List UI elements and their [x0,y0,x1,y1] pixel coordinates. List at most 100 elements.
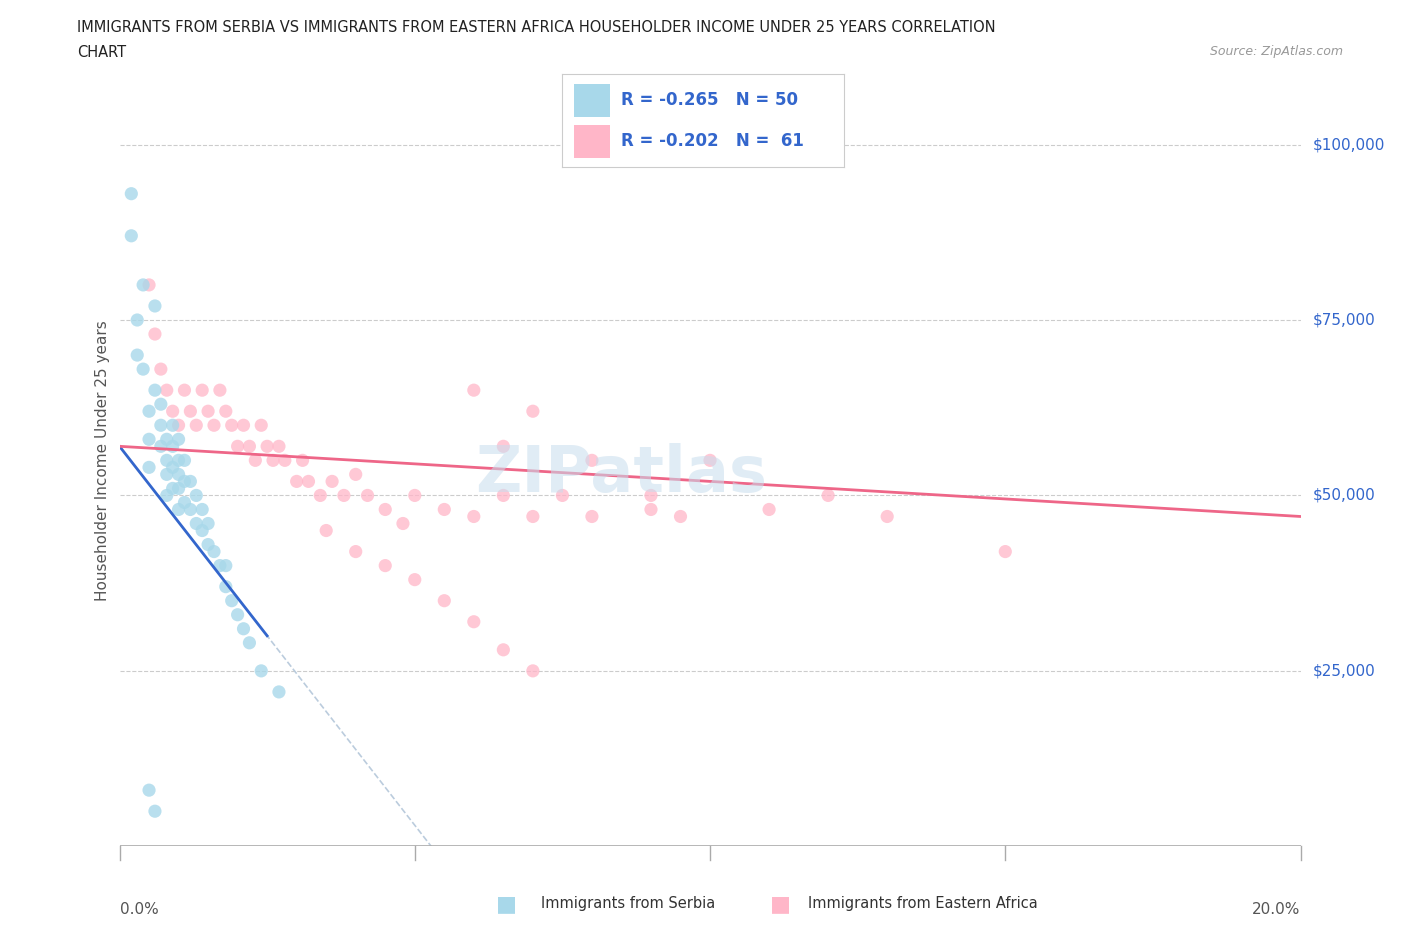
Text: CHART: CHART [77,45,127,60]
Point [581,453,603,468]
Point [492,439,515,454]
Text: Immigrants from Serbia: Immigrants from Serbia [541,897,716,911]
Point [994,544,1017,559]
Point [758,502,780,517]
Point [143,326,166,341]
Point [162,481,184,496]
Point [202,544,225,559]
Point [433,593,456,608]
Point [197,516,219,531]
Point [274,453,297,468]
Text: 0.0%: 0.0% [120,902,159,917]
Point [197,404,219,418]
Text: R = -0.265   N = 50: R = -0.265 N = 50 [621,91,799,110]
Point [392,516,415,531]
Point [202,418,225,432]
Bar [574,125,610,158]
Point [167,481,190,496]
Point [321,474,343,489]
Point [522,663,544,678]
Point [309,488,332,503]
Point [208,558,231,573]
Point [149,418,172,432]
Point [315,523,337,538]
Point [404,488,426,503]
Point [551,488,574,503]
Point [138,277,160,292]
Point [173,453,195,468]
Point [492,643,515,658]
Point [291,453,314,468]
Point [404,572,426,587]
Point [226,439,249,454]
Point [226,607,249,622]
Text: ZIPatlas: ZIPatlas [475,444,768,505]
Text: IMMIGRANTS FROM SERBIA VS IMMIGRANTS FROM EASTERN AFRICA HOUSEHOLDER INCOME UNDE: IMMIGRANTS FROM SERBIA VS IMMIGRANTS FRO… [77,20,995,35]
Text: $25,000: $25,000 [1312,663,1375,678]
Text: ■: ■ [770,894,790,914]
Point [156,467,179,482]
Point [127,312,149,327]
Point [817,488,839,503]
Point [256,439,278,454]
Point [138,783,160,798]
Point [522,509,544,524]
Point [640,502,662,517]
Point [167,467,190,482]
Point [162,439,184,454]
Point [581,509,603,524]
Point [138,460,160,475]
Point [262,453,284,468]
Point [132,277,155,292]
Text: Householder Income Under 25 years: Householder Income Under 25 years [96,320,110,601]
Point [149,362,172,377]
Point [120,186,142,201]
Point [215,558,238,573]
Point [285,474,308,489]
Point [167,502,190,517]
Point [433,502,456,517]
Text: Source: ZipAtlas.com: Source: ZipAtlas.com [1209,45,1343,58]
Point [186,516,208,531]
Point [167,453,190,468]
Point [267,684,290,699]
Point [344,467,367,482]
Point [191,383,214,398]
Point [179,502,201,517]
Point [143,383,166,398]
Text: R = -0.202   N =  61: R = -0.202 N = 61 [621,132,804,151]
Point [463,509,485,524]
Point [191,502,214,517]
Point [522,404,544,418]
Text: 20.0%: 20.0% [1253,902,1301,917]
Point [197,538,219,552]
Point [215,404,238,418]
Point [876,509,898,524]
Point [120,229,142,244]
Point [640,488,662,503]
Point [238,635,260,650]
Point [374,558,396,573]
Text: $100,000: $100,000 [1312,137,1385,153]
Point [221,593,243,608]
Point [156,453,179,468]
Point [208,383,231,398]
Point [333,488,356,503]
Point [162,460,184,475]
Point [173,383,195,398]
Point [138,432,160,446]
Text: $50,000: $50,000 [1312,488,1375,503]
Point [179,474,201,489]
Point [167,418,190,432]
Point [143,804,166,818]
Point [156,488,179,503]
Point [344,544,367,559]
Point [250,418,273,432]
Point [143,299,166,313]
Point [167,432,190,446]
Point [156,383,179,398]
Point [156,432,179,446]
Point [297,474,319,489]
Point [186,418,208,432]
Point [173,495,195,510]
